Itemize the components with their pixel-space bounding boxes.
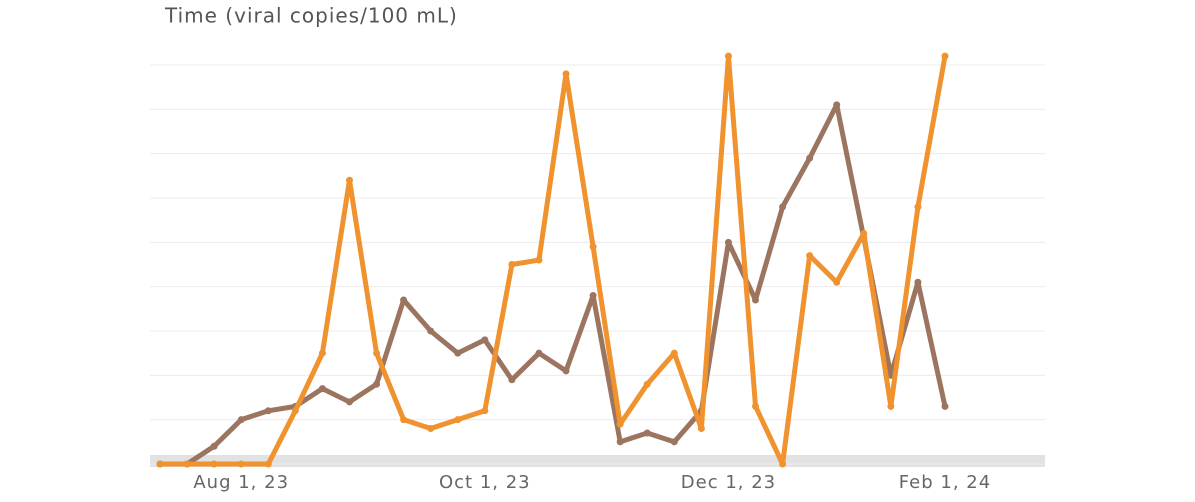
point — [806, 154, 814, 162]
point — [589, 243, 597, 251]
point — [616, 438, 624, 446]
x-tick-label: Oct 1, 23 — [439, 472, 531, 493]
point — [535, 349, 543, 357]
point — [264, 460, 272, 468]
series-line — [160, 102, 948, 467]
point — [481, 336, 489, 344]
point — [941, 402, 949, 410]
baseline-band — [150, 455, 1045, 467]
point — [373, 380, 381, 388]
point — [860, 229, 868, 237]
point — [752, 402, 760, 410]
point — [373, 349, 381, 357]
point — [508, 261, 516, 268]
point — [806, 252, 814, 260]
point — [318, 349, 326, 357]
point — [779, 460, 787, 468]
point — [833, 101, 841, 109]
point — [454, 416, 462, 424]
point — [697, 425, 705, 433]
point — [183, 460, 191, 468]
x-tick-label: Feb 1, 24 — [899, 472, 991, 493]
point — [562, 70, 570, 78]
point — [752, 296, 760, 304]
point — [481, 407, 489, 415]
point — [156, 460, 164, 468]
point — [779, 203, 787, 211]
x-tick-label: Aug 1, 23 — [193, 472, 289, 493]
point — [508, 376, 516, 384]
point — [345, 176, 353, 184]
point — [237, 460, 245, 468]
point — [887, 402, 895, 410]
point — [643, 429, 651, 437]
point — [345, 398, 353, 406]
point — [914, 278, 922, 286]
chart-title: Time (viral copies/100 mL) — [164, 4, 458, 28]
point — [264, 407, 272, 415]
point — [616, 420, 624, 428]
point — [237, 416, 245, 424]
point — [210, 442, 218, 450]
point — [589, 292, 597, 300]
point — [562, 367, 570, 375]
series-line — [160, 53, 948, 467]
point — [670, 349, 678, 357]
point — [400, 296, 408, 304]
point — [643, 380, 651, 388]
point — [400, 416, 408, 424]
point — [210, 460, 218, 468]
x-tick-label: Dec 1, 23 — [681, 472, 776, 493]
point — [724, 52, 732, 60]
point — [318, 385, 326, 393]
point — [670, 438, 678, 446]
point — [535, 256, 543, 264]
point — [454, 349, 462, 357]
point — [427, 425, 435, 433]
point — [941, 52, 949, 60]
point — [291, 407, 299, 415]
point — [724, 238, 732, 246]
point — [833, 278, 841, 286]
point — [914, 203, 922, 211]
point — [427, 327, 435, 335]
